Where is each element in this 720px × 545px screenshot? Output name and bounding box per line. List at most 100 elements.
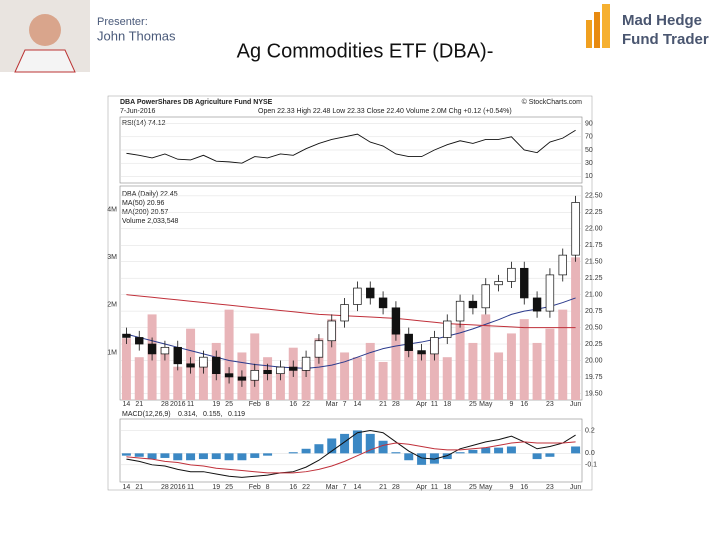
macd-histogram bbox=[237, 453, 247, 461]
x-tick-label: Feb bbox=[249, 484, 261, 491]
x-tick-label: 25 bbox=[225, 484, 233, 491]
volume-bar bbox=[134, 357, 144, 400]
x-tick-label: 25 bbox=[225, 401, 233, 408]
candle-body bbox=[289, 366, 298, 371]
volume-bar bbox=[442, 357, 452, 400]
volume-bar bbox=[455, 323, 465, 400]
y-tick-label: 19.75 bbox=[585, 374, 603, 381]
x-tick-label: Feb bbox=[249, 401, 261, 408]
macd-histogram bbox=[442, 453, 452, 460]
macd-histogram bbox=[545, 453, 555, 457]
x-tick-label: 19 bbox=[212, 401, 220, 408]
volume-bar bbox=[519, 319, 529, 400]
presenter-name: John Thomas bbox=[97, 28, 176, 43]
x-tick-label: 2016 bbox=[170, 484, 186, 491]
candle-body bbox=[340, 304, 349, 322]
macd-histogram bbox=[455, 452, 465, 454]
macd-histogram bbox=[494, 447, 504, 454]
panel bbox=[119, 418, 583, 483]
volume-bar bbox=[160, 347, 170, 400]
x-tick-label: 21 bbox=[135, 484, 143, 491]
x-tick-label: 28 bbox=[392, 401, 400, 408]
x-tick-label: Jun bbox=[570, 401, 581, 408]
signal-value: 0.155, bbox=[203, 411, 223, 418]
chart-frame bbox=[107, 95, 593, 491]
x-tick-label: 18 bbox=[443, 401, 451, 408]
macd-histogram bbox=[224, 453, 234, 461]
candle-body bbox=[212, 356, 221, 375]
macd-histogram bbox=[429, 453, 439, 464]
volume-bar bbox=[506, 333, 516, 400]
volume-tick-label: 2M bbox=[107, 302, 117, 309]
candle-body bbox=[520, 267, 529, 299]
y-tick-label: 90 bbox=[585, 120, 593, 127]
candle-body bbox=[545, 274, 555, 312]
volume-bar bbox=[404, 347, 414, 400]
macd-value: 0.314, bbox=[178, 411, 198, 418]
candle-body bbox=[250, 370, 259, 381]
volume-bar bbox=[365, 342, 375, 400]
x-tick-label: 11 bbox=[431, 401, 438, 408]
candle-body bbox=[199, 356, 208, 368]
macd-histogram bbox=[391, 452, 401, 454]
candle-body bbox=[353, 287, 362, 305]
volume-bar bbox=[429, 338, 439, 400]
volume-bar bbox=[571, 257, 581, 400]
y-tick-label: 21.75 bbox=[585, 242, 603, 249]
x-tick-label: 19 bbox=[212, 484, 220, 491]
macd-histogram bbox=[121, 453, 131, 456]
candle-body bbox=[147, 343, 157, 355]
volume-bar bbox=[301, 361, 311, 400]
candle-body bbox=[314, 340, 324, 358]
rsi-line bbox=[126, 129, 576, 164]
macd-histogram bbox=[301, 448, 311, 454]
volume-bar bbox=[198, 361, 208, 400]
x-tick-label: 28 bbox=[161, 484, 169, 491]
volume-bar bbox=[468, 342, 478, 400]
x-tick-label: Mar bbox=[326, 401, 339, 408]
candle-body bbox=[186, 363, 195, 368]
y-tick-label: 30 bbox=[585, 160, 593, 167]
candle-body bbox=[378, 297, 388, 309]
x-tick-label: 7 bbox=[343, 401, 347, 408]
x-tick-label: 16 bbox=[520, 484, 528, 491]
x-tick-label: 21 bbox=[379, 484, 387, 491]
x-tick-label: 28 bbox=[161, 401, 169, 408]
candle-body bbox=[571, 202, 580, 256]
y-tick-label: 70 bbox=[585, 134, 593, 141]
candle-body bbox=[443, 320, 452, 338]
y-tick-label: 21.25 bbox=[585, 275, 603, 282]
candle-body bbox=[327, 320, 336, 342]
macd-histogram bbox=[327, 438, 337, 454]
candle-body bbox=[263, 370, 272, 375]
candle-body bbox=[404, 333, 413, 351]
x-tick-label: 2016 bbox=[170, 401, 186, 408]
x-tick-label: 25 bbox=[469, 484, 477, 491]
y-tick-label: 20.00 bbox=[585, 357, 603, 364]
x-tick-label: 23 bbox=[546, 401, 554, 408]
volume-bar bbox=[545, 328, 555, 400]
macd-histogram bbox=[404, 453, 414, 461]
macd-histogram bbox=[378, 440, 388, 454]
chart-title: DBA PowerShares DB Agriculture Fund NYSE bbox=[120, 99, 273, 106]
x-tick-label: 8 bbox=[266, 401, 270, 408]
slide-title: Ag Commodities ETF (DBA)- bbox=[237, 40, 494, 62]
candle-body bbox=[276, 366, 285, 375]
candle-body bbox=[301, 356, 311, 371]
rsi-legend: RSI(14) 74.12 bbox=[122, 120, 166, 127]
candle-body bbox=[430, 337, 439, 355]
macd-histogram bbox=[186, 453, 196, 461]
x-tick-label: 22 bbox=[302, 484, 310, 491]
x-tick-label: Mar bbox=[326, 484, 339, 491]
photo-shirt bbox=[14, 49, 76, 73]
y-tick-label: 20.75 bbox=[585, 308, 603, 315]
y-tick-label: 19.50 bbox=[585, 390, 603, 397]
y-tick-label: 22.00 bbox=[585, 226, 603, 233]
volume-tick-label: 3M bbox=[107, 254, 117, 261]
y-tick-label: -0.1 bbox=[585, 462, 597, 469]
moving-average bbox=[126, 294, 576, 329]
chart-date: 7-Jun-2016 bbox=[120, 108, 156, 115]
photo-face bbox=[29, 14, 61, 46]
candle-body bbox=[481, 284, 490, 309]
